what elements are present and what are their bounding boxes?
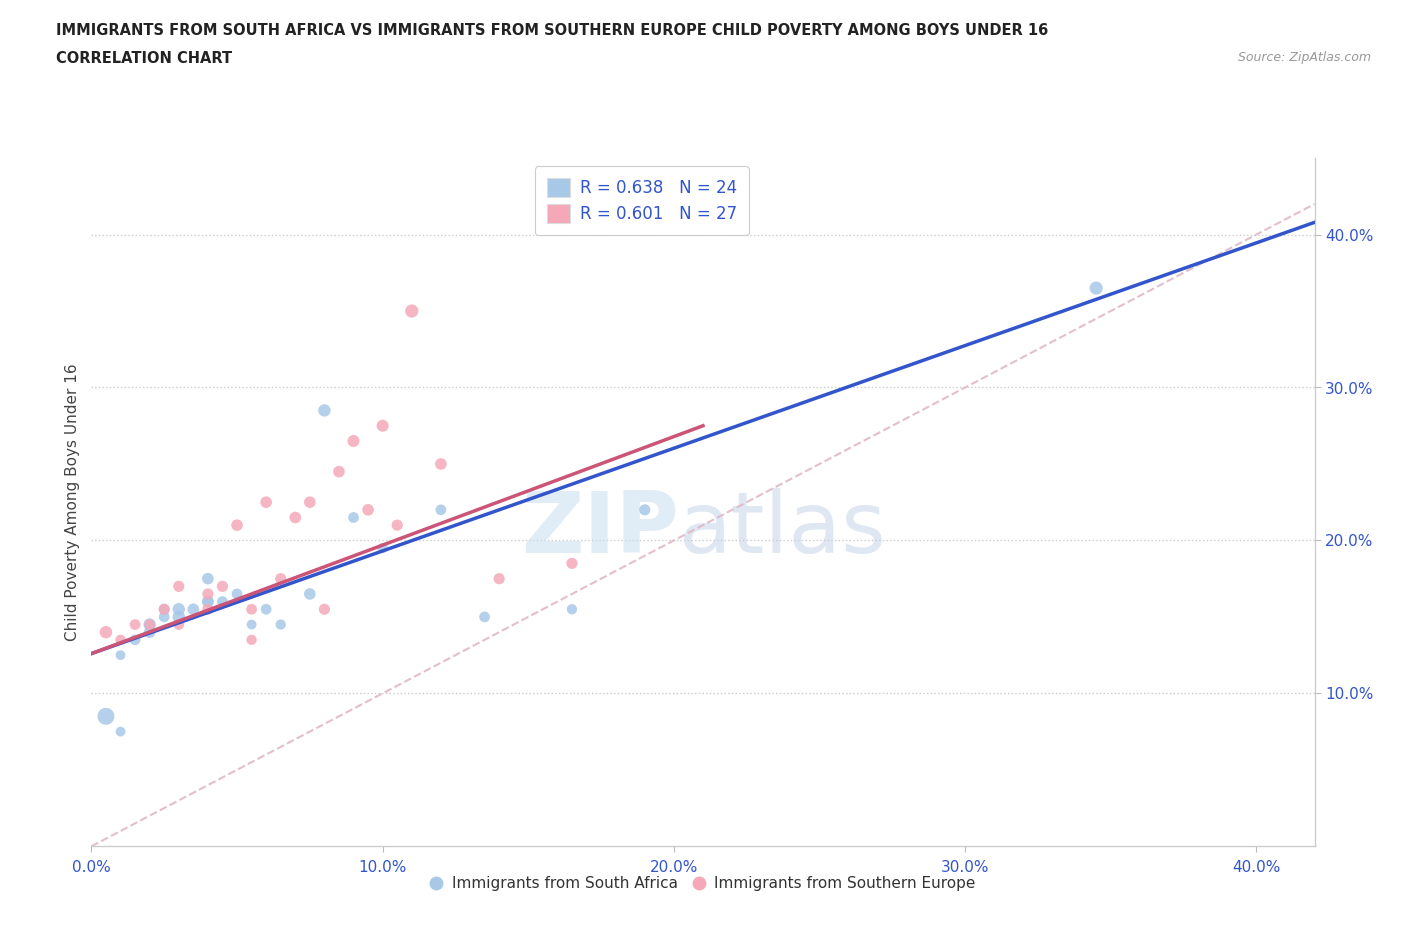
Point [183,602,205,617]
Point [270,618,292,632]
Point [371,540,394,555]
Point [197,594,219,609]
Point [153,602,176,617]
Point [226,587,249,602]
Point [474,609,496,624]
Point [124,618,146,632]
Point [167,578,190,593]
Point [314,403,336,418]
Point [342,510,364,525]
Point [328,464,350,479]
Point [240,602,263,617]
Point [430,502,453,517]
Point [342,433,364,448]
Point [488,571,510,586]
Point [561,556,583,571]
Point [211,594,233,609]
Point [284,510,307,525]
Point [240,632,263,647]
Point [226,518,249,533]
Point [110,632,132,647]
Point [153,609,176,624]
Point [254,602,277,617]
Point [211,578,233,593]
Legend: Immigrants from South Africa, Immigrants from Southern Europe: Immigrants from South Africa, Immigrants… [425,870,981,897]
Point [357,502,380,517]
Point [167,609,190,624]
Point [634,502,657,517]
Point [240,618,263,632]
Y-axis label: Child Poverty Among Boys Under 16: Child Poverty Among Boys Under 16 [65,364,80,641]
Point [371,418,394,433]
Text: Source: ZipAtlas.com: Source: ZipAtlas.com [1237,51,1371,64]
Text: CORRELATION CHART: CORRELATION CHART [56,51,232,66]
Point [138,625,160,640]
Point [167,602,190,617]
Point [314,602,336,617]
Point [138,618,160,632]
Point [270,571,292,586]
Point [197,594,219,609]
Text: atlas: atlas [679,488,887,571]
Point [124,632,146,647]
Point [167,618,190,632]
Text: IMMIGRANTS FROM SOUTH AFRICA VS IMMIGRANTS FROM SOUTHERN EUROPE CHILD POVERTY AM: IMMIGRANTS FROM SOUTH AFRICA VS IMMIGRAN… [56,23,1049,38]
Point [298,495,321,510]
Point [385,518,409,533]
Point [254,495,277,510]
Point [1085,281,1108,296]
Point [110,724,132,739]
Point [561,602,583,617]
Point [110,647,132,662]
Point [94,709,117,724]
Point [197,587,219,602]
Point [298,587,321,602]
Point [197,602,219,617]
Point [153,602,176,617]
Point [94,625,117,640]
Point [138,618,160,632]
Point [197,571,219,586]
Text: ZIP: ZIP [520,488,679,571]
Point [401,303,423,318]
Point [430,457,453,472]
